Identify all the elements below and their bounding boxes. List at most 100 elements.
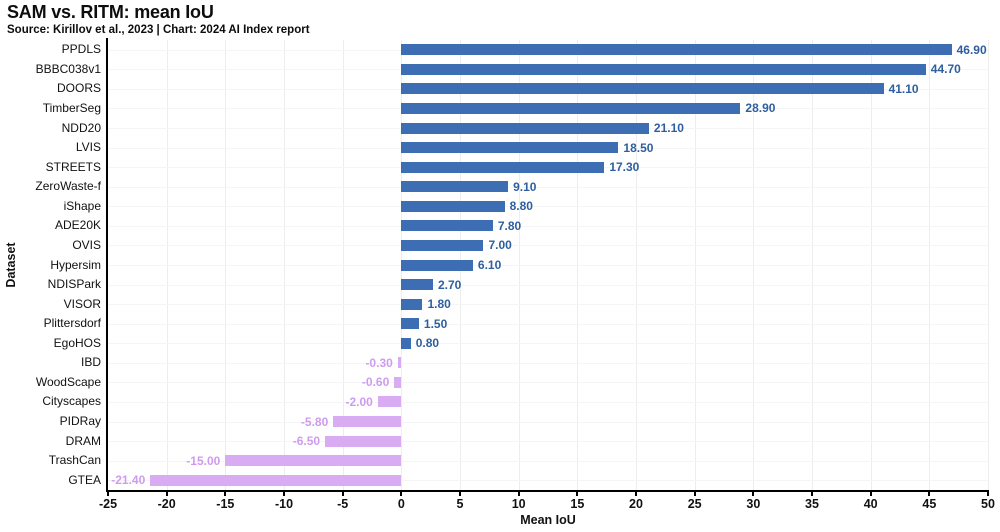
gridline-horizontal bbox=[108, 441, 988, 443]
gridline-horizontal bbox=[108, 382, 988, 384]
bar-WoodScape bbox=[394, 376, 402, 388]
bar-OVIS bbox=[401, 239, 484, 251]
y-tick-label: WoodScape bbox=[35, 374, 101, 389]
x-tick-mark bbox=[107, 492, 109, 496]
gridline-horizontal bbox=[108, 186, 988, 188]
bar-DRAM bbox=[325, 435, 402, 447]
x-axis-title: Mean IoU bbox=[520, 513, 576, 527]
gridline-horizontal bbox=[108, 206, 988, 208]
y-tick-label: ADE20K bbox=[54, 218, 101, 233]
bar-value-label: 7.80 bbox=[497, 218, 522, 233]
x-tick-mark bbox=[635, 492, 637, 496]
x-tick-mark bbox=[517, 492, 520, 496]
gridline-horizontal bbox=[108, 421, 988, 423]
x-tick-mark bbox=[811, 492, 813, 496]
bar-value-label: 2.70 bbox=[438, 277, 462, 292]
bar-GTEA bbox=[150, 474, 402, 486]
gridline-horizontal bbox=[108, 304, 988, 306]
x-tick-label: -25 bbox=[98, 497, 118, 511]
y-tick-label: DOORS bbox=[56, 81, 101, 96]
y-tick-label: EgoHOS bbox=[53, 335, 101, 350]
x-tick-mark bbox=[576, 492, 579, 496]
bar-value-label: 17.30 bbox=[609, 160, 640, 175]
bar-value-label: 1.80 bbox=[427, 297, 451, 312]
y-tick-label: TimberSeg bbox=[42, 100, 101, 115]
x-tick-mark bbox=[459, 492, 461, 496]
bar-Hypersim bbox=[401, 259, 473, 271]
bar-Plittersdorf bbox=[401, 318, 419, 330]
chart-title: SAM vs. RITM: mean IoU bbox=[7, 2, 214, 22]
bar-LVIS bbox=[401, 142, 619, 154]
x-tick-label: 0 bbox=[397, 497, 405, 511]
chart-subtitle: Source: Kirillov et al., 2023 | Chart: 2… bbox=[7, 24, 310, 36]
bar-value-label: 41.10 bbox=[888, 81, 919, 96]
bar-ZeroWaste-f bbox=[401, 181, 509, 193]
bar-value-label: 44.70 bbox=[930, 62, 961, 77]
bar-value-label: -0.60 bbox=[361, 375, 390, 390]
bar-value-label: -15.00 bbox=[186, 453, 221, 468]
bar-EgoHOS bbox=[401, 337, 411, 349]
bar-value-label: 7.00 bbox=[488, 238, 512, 253]
y-tick-label: NDD20 bbox=[61, 120, 101, 135]
bar-BBBC038v1 bbox=[401, 63, 926, 75]
y-tick-label: NDISPark bbox=[47, 277, 101, 292]
bar-value-label: 8.80 bbox=[509, 199, 533, 214]
bar-value-label: 28.90 bbox=[745, 101, 776, 116]
x-tick-mark bbox=[928, 492, 931, 496]
bar-value-label: -2.00 bbox=[345, 394, 373, 409]
y-tick-label: Plittersdorf bbox=[43, 316, 101, 331]
gridline-horizontal bbox=[108, 401, 988, 403]
x-tick-mark bbox=[400, 492, 403, 496]
y-tick-label: iShape bbox=[63, 198, 101, 213]
gridline-horizontal bbox=[108, 460, 988, 462]
x-tick-mark bbox=[869, 492, 872, 496]
y-tick-label: Cityscapes bbox=[42, 394, 101, 409]
y-tick-label: VISOR bbox=[63, 296, 101, 311]
y-tick-label: STREETS bbox=[45, 159, 101, 174]
y-tick-label: BBBC038v1 bbox=[35, 61, 101, 76]
bar-value-label: 9.10 bbox=[513, 179, 537, 194]
x-tick-label: 30 bbox=[746, 497, 761, 511]
gridline-horizontal bbox=[108, 480, 988, 482]
bar-IBD bbox=[397, 357, 402, 369]
y-tick-label: PPDLS bbox=[61, 42, 101, 57]
gridline-horizontal bbox=[108, 245, 988, 247]
x-tick-label: -10 bbox=[274, 497, 294, 511]
bar-PPDLS bbox=[401, 44, 952, 56]
x-tick-label: -5 bbox=[337, 497, 349, 511]
gridline-horizontal bbox=[108, 362, 988, 364]
x-tick-label: 40 bbox=[863, 497, 878, 511]
bar-value-label: -21.40 bbox=[111, 473, 146, 488]
y-tick-label: TrashCan bbox=[48, 453, 101, 468]
bar-TrashCan bbox=[225, 455, 402, 467]
x-tick-label: 50 bbox=[981, 497, 995, 511]
x-tick-label: 25 bbox=[687, 497, 702, 511]
gridline-horizontal bbox=[108, 225, 988, 227]
bar-value-label: 0.80 bbox=[415, 336, 440, 351]
x-tick-mark bbox=[165, 492, 168, 496]
bar-value-label: -0.30 bbox=[365, 355, 393, 370]
gridline-horizontal bbox=[108, 323, 988, 325]
x-tick-label: 10 bbox=[511, 497, 526, 511]
gridline-vertical bbox=[988, 40, 989, 490]
x-tick-label: 35 bbox=[805, 497, 819, 511]
x-tick-mark bbox=[283, 492, 285, 496]
bar-STREETS bbox=[401, 161, 605, 173]
bar-value-label: -6.50 bbox=[292, 434, 321, 449]
gridline-horizontal bbox=[108, 343, 988, 345]
bar-VISOR bbox=[401, 298, 423, 310]
x-axis-line bbox=[106, 490, 989, 492]
y-tick-label: PIDRay bbox=[59, 414, 101, 429]
y-axis-line bbox=[106, 38, 108, 491]
y-tick-label: DRAM bbox=[65, 433, 101, 448]
x-tick-mark bbox=[224, 492, 227, 496]
x-tick-label: -15 bbox=[216, 497, 235, 511]
bar-value-label: 6.10 bbox=[477, 258, 502, 272]
y-tick-label: Hypersim bbox=[50, 257, 101, 272]
y-tick-label: ZeroWaste-f bbox=[35, 179, 101, 194]
bar-Cityscapes bbox=[377, 396, 402, 408]
x-tick-mark bbox=[693, 492, 696, 496]
bar-PIDRay bbox=[333, 416, 402, 428]
x-tick-mark bbox=[752, 492, 755, 496]
